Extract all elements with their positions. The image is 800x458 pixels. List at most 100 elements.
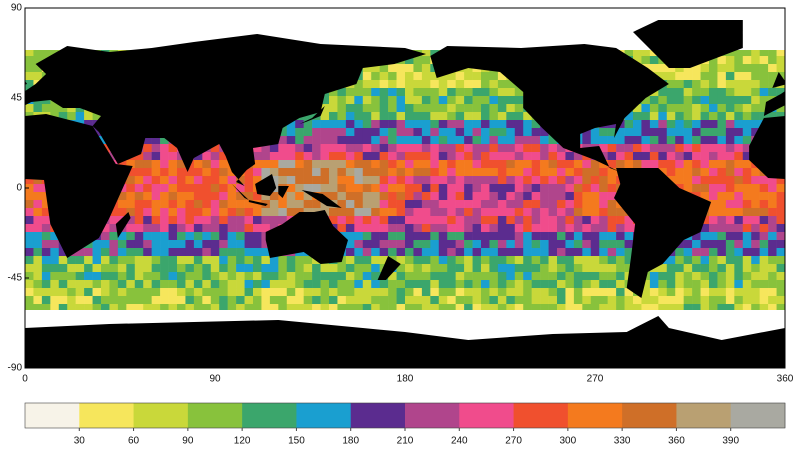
ocean-cell <box>573 304 583 313</box>
ocean-cell <box>582 264 592 273</box>
ocean-cell <box>573 216 583 225</box>
ocean-cell <box>405 256 414 265</box>
ocean-cell <box>160 160 169 169</box>
colorbar-tick-label: 120 <box>234 436 251 447</box>
ocean-cell <box>354 144 364 153</box>
ocean-cell <box>109 288 119 297</box>
ocean-cell <box>143 160 152 169</box>
ocean-cell <box>388 288 397 297</box>
ocean-cell <box>371 128 380 137</box>
ocean-cell <box>337 152 347 161</box>
ocean-cell <box>489 128 499 137</box>
ocean-cell <box>455 232 465 241</box>
ocean-cell <box>725 272 735 281</box>
ocean-cell <box>25 48 34 57</box>
ocean-cell <box>675 152 684 161</box>
ocean-cell <box>329 176 338 185</box>
ocean-cell <box>734 288 744 297</box>
ocean-cell <box>455 160 465 169</box>
ocean-cell <box>776 176 785 185</box>
colorbar-tick-label: 150 <box>288 436 305 447</box>
ocean-cell <box>709 216 718 225</box>
ocean-cell <box>658 280 668 289</box>
ocean-cell <box>709 128 718 137</box>
ocean-cell <box>734 264 744 273</box>
ocean-cell <box>143 192 152 201</box>
ocean-cell <box>253 272 262 281</box>
ocean-cell <box>497 88 507 97</box>
ocean-cell <box>523 248 532 257</box>
ocean-cell <box>126 304 136 313</box>
ocean-cell <box>185 264 195 273</box>
ocean-cell <box>683 160 693 169</box>
ocean-cell <box>565 160 575 169</box>
ocean-cell <box>759 272 769 281</box>
ocean-cell <box>557 160 566 169</box>
ocean-cell <box>362 256 372 265</box>
ocean-cell <box>438 280 448 289</box>
ocean-cell <box>396 128 406 137</box>
ocean-cell <box>362 88 372 97</box>
ocean-cell <box>734 152 744 161</box>
ocean-cell <box>692 280 701 289</box>
ocean-cell <box>303 280 313 289</box>
ocean-cell <box>151 272 161 281</box>
ocean-cell <box>489 304 499 313</box>
ocean-cell <box>557 248 566 257</box>
ocean-cell <box>430 112 440 121</box>
ocean-cell <box>227 192 237 201</box>
ocean-cell <box>540 136 549 145</box>
ocean-cell <box>413 248 423 257</box>
ocean-cell <box>362 96 372 105</box>
ocean-cell <box>236 272 245 281</box>
ocean-cell <box>751 272 760 281</box>
ocean-cell <box>464 176 473 185</box>
ocean-cell <box>295 184 304 193</box>
ocean-cell <box>734 168 744 177</box>
ocean-cell <box>607 144 617 153</box>
ocean-cell <box>151 288 161 297</box>
ocean-cell <box>379 160 389 169</box>
ocean-cell <box>67 272 76 281</box>
ocean-cell <box>312 128 321 137</box>
ocean-cell <box>388 64 397 73</box>
ocean-cell <box>345 256 355 265</box>
ocean-cell <box>464 168 473 177</box>
ocean-cell <box>540 184 549 193</box>
ocean-cell <box>725 264 735 273</box>
ocean-cell <box>548 152 558 161</box>
ocean-cell <box>742 248 752 257</box>
ocean-cell <box>219 208 228 217</box>
ocean-cell <box>734 88 744 97</box>
ocean-cell <box>692 120 701 129</box>
ocean-cell <box>742 296 752 305</box>
ocean-cell <box>683 176 693 185</box>
ocean-cell <box>143 152 152 161</box>
ocean-cell <box>455 296 465 305</box>
ocean-cell <box>329 192 338 201</box>
land <box>115 212 131 238</box>
ocean-cell <box>244 296 254 305</box>
ocean-cell <box>371 272 380 281</box>
ocean-cell <box>759 288 769 297</box>
ocean-cell <box>514 128 524 137</box>
ocean-cell <box>312 272 321 281</box>
ocean-cell <box>33 248 43 257</box>
ocean-cell <box>751 240 760 249</box>
ocean-cell <box>497 168 507 177</box>
ocean-cell <box>523 208 532 217</box>
ocean-cell <box>202 248 212 257</box>
ocean-cell <box>573 208 583 217</box>
ocean-cell <box>33 280 43 289</box>
ocean-cell <box>134 264 144 273</box>
ocean-cell <box>58 288 68 297</box>
ocean-cell <box>776 184 785 193</box>
ocean-cell <box>768 80 777 89</box>
ocean-cell <box>67 296 76 305</box>
ocean-cell <box>472 224 482 233</box>
ocean-cell <box>709 192 718 201</box>
ocean-cell <box>514 112 524 121</box>
ocean-cell <box>447 88 456 97</box>
ocean-cell <box>134 272 144 281</box>
ocean-cell <box>683 72 693 81</box>
